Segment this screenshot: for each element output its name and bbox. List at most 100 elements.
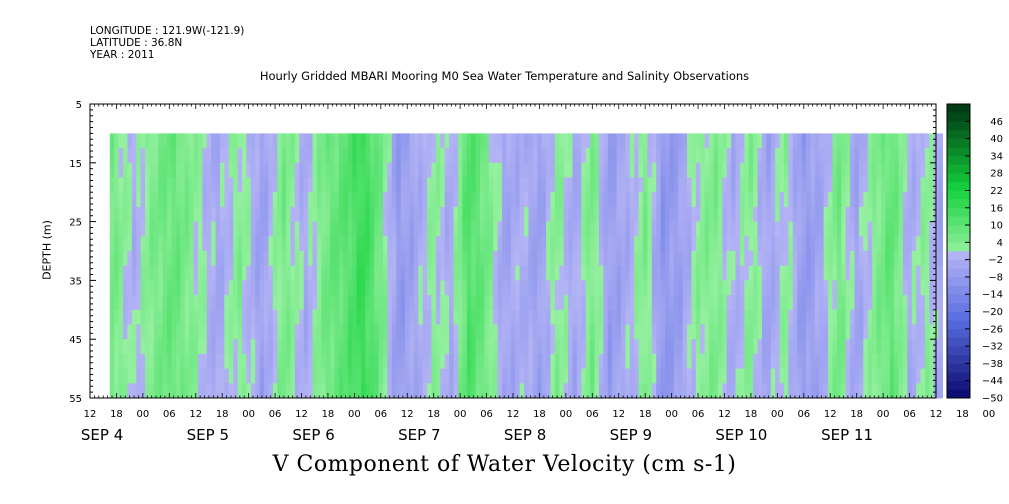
heatmap-cell [167, 133, 172, 149]
heatmap-cell [519, 324, 525, 340]
heatmap-cell [365, 280, 371, 296]
heatmap-cell [823, 251, 829, 267]
heatmap-cell [651, 162, 657, 178]
heatmap-cell [585, 251, 591, 267]
heatmap-cell [845, 265, 851, 281]
heatmap-cell [413, 206, 419, 222]
heatmap-cell [898, 353, 904, 369]
heatmap-cell [488, 133, 494, 149]
heatmap-cell [109, 236, 115, 252]
heatmap-cell [365, 236, 371, 252]
heatmap-cell [885, 192, 891, 208]
heatmap-cell [391, 177, 397, 193]
heatmap-cell [413, 280, 419, 296]
heatmap-cell [149, 192, 155, 208]
heatmap-cell [497, 236, 503, 252]
heatmap-cell [501, 368, 507, 384]
heatmap-cell [378, 236, 384, 252]
heatmap-cell [810, 133, 816, 149]
heatmap-cell [211, 192, 216, 208]
heatmap-cell [387, 309, 393, 325]
heatmap-cell [145, 383, 150, 399]
heatmap-cell [330, 353, 335, 369]
heatmap-cell [598, 324, 604, 340]
heatmap-cell [383, 353, 388, 369]
heatmap-cell [726, 133, 732, 149]
heatmap-cell [259, 280, 265, 296]
heatmap-cell [246, 324, 252, 340]
heatmap-cell [515, 251, 521, 267]
heatmap-cell [625, 295, 631, 311]
heatmap-cell [929, 251, 935, 267]
heatmap-cell [836, 383, 842, 399]
heatmap-cell [510, 221, 516, 237]
heatmap-cell [594, 383, 600, 399]
heatmap-cell [453, 177, 459, 193]
x-tick-label: 06 [374, 409, 387, 420]
heatmap-cell [109, 309, 115, 325]
heatmap-cell [532, 353, 538, 369]
heatmap-cell [841, 148, 847, 164]
heatmap-cell [854, 251, 860, 267]
heatmap-cell [202, 133, 208, 149]
heatmap-cell [140, 368, 146, 384]
heatmap-cell [594, 177, 600, 193]
heatmap-cell [783, 148, 789, 164]
heatmap-cell [783, 295, 789, 311]
heatmap-cell [673, 177, 679, 193]
heatmap-cell [858, 280, 864, 296]
heatmap-cell [312, 368, 318, 384]
heatmap-cell [418, 339, 424, 355]
heatmap-cell [938, 251, 944, 267]
heatmap-cell [902, 324, 908, 340]
heatmap-cell [819, 383, 825, 399]
heatmap-cell [123, 339, 128, 355]
heatmap-cell [797, 251, 803, 267]
heatmap-cell [268, 368, 274, 384]
heatmap-cell [876, 339, 882, 355]
heatmap-cell [422, 206, 428, 222]
heatmap-cell [479, 353, 485, 369]
heatmap-cell [612, 192, 617, 208]
heatmap-cell [316, 324, 322, 340]
heatmap-cell [242, 339, 247, 355]
heatmap-cell [466, 368, 472, 384]
heatmap-cell [744, 353, 750, 369]
heatmap-cell [660, 280, 666, 296]
heatmap-cell [158, 251, 164, 267]
heatmap-cell [180, 192, 186, 208]
heatmap-cell [427, 265, 432, 281]
colorbar-bin [947, 181, 970, 191]
heatmap-cell [647, 280, 653, 296]
heatmap-cell [197, 265, 203, 281]
heatmap-cell [678, 309, 684, 325]
heatmap-cell [541, 221, 547, 237]
heatmap-cell [916, 133, 921, 149]
heatmap-cell [484, 368, 490, 384]
heatmap-cell [400, 192, 406, 208]
heatmap-cell [352, 353, 357, 369]
heatmap-cell [585, 309, 591, 325]
heatmap-cell [383, 383, 388, 399]
heatmap-cell [475, 324, 481, 340]
heatmap-cell [801, 309, 807, 325]
heatmap-cell [427, 339, 432, 355]
heatmap-cell [832, 236, 838, 252]
heatmap-cell [876, 265, 882, 281]
heatmap-cell [559, 368, 565, 384]
heatmap-cell [167, 265, 172, 281]
heatmap-cell [585, 339, 591, 355]
heatmap-cell [726, 265, 732, 281]
heatmap-cell [347, 206, 353, 222]
heatmap-cell [775, 383, 780, 399]
heatmap-cell [334, 221, 340, 237]
heatmap-cell [550, 295, 556, 311]
heatmap-cell [911, 309, 917, 325]
heatmap-cell [316, 177, 322, 193]
heatmap-cell [907, 192, 913, 208]
heatmap-cell [924, 265, 930, 281]
heatmap-cell [722, 206, 728, 222]
heatmap-cell [563, 177, 569, 193]
heatmap-cell [823, 221, 829, 237]
